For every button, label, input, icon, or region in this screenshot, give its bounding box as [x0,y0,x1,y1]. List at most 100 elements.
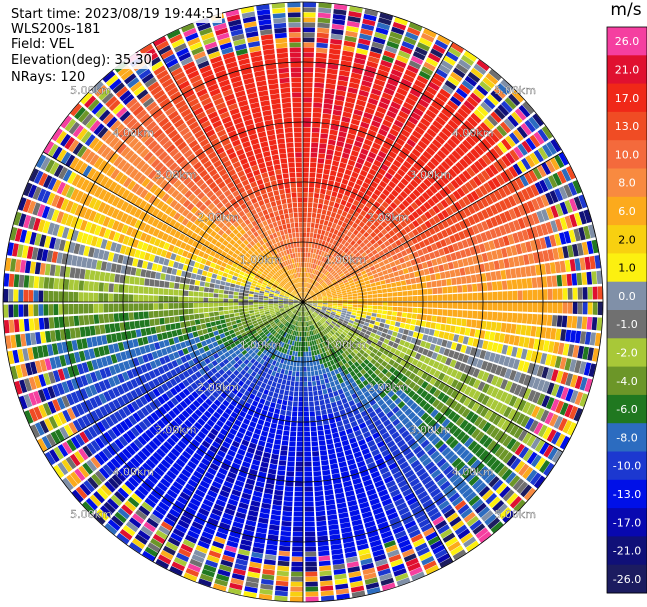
radar-gate [470,190,480,201]
radar-gate [281,520,292,527]
radar-gate [337,231,343,237]
radar-gate [536,365,545,378]
radar-gate [304,496,314,502]
radar-gate [394,17,408,26]
radar-gate [325,259,330,265]
radar-gate [382,293,388,298]
radar-gate [432,224,441,233]
radar-gate [564,200,573,214]
radar-gate [579,377,588,391]
radar-gate [483,241,491,252]
radar-gate [311,350,315,356]
radar-gate [363,333,370,339]
radar-gate [488,352,496,363]
radar-gate [509,382,518,394]
radar-gate [428,227,436,236]
radar-gate [416,172,426,181]
radar-gate [323,276,328,281]
radar-gate [411,313,417,319]
radar-gate [431,352,438,360]
radar-gate [325,83,336,90]
radar-gate [364,213,372,220]
radar-gate [357,292,363,296]
radar-gate [532,167,543,180]
radar-gate [432,287,438,295]
radar-gate [337,136,346,143]
radar-gate [404,225,412,234]
radar-gate [423,132,434,142]
radar-gate [379,243,387,250]
radar-gate [415,103,427,113]
radar-gate [371,164,380,172]
radar-gate [323,263,327,269]
radar-gate [581,272,588,285]
radar-gate [382,141,392,150]
radar-gate [298,401,303,407]
radar-gate [324,313,330,317]
radar-gate [472,175,482,187]
radar-gate [342,50,354,58]
radar-gate [363,277,370,282]
radar-gate [360,28,374,36]
radar-gate [351,67,363,75]
radar-gate [303,172,309,178]
radar-gate [462,354,470,364]
radar-gate [572,345,580,358]
radar-gate [383,159,392,168]
radar-gate [565,388,574,402]
radar-gate [405,156,415,166]
radar-gate [318,239,323,245]
radar-gate [313,287,317,292]
radar-gate [542,289,548,300]
radar-gate [428,208,437,217]
radar-gate [397,50,411,59]
radar-gate [479,80,492,93]
radar-gate [326,226,331,232]
radar-gate [333,4,348,11]
radar-gate [307,257,310,263]
radar-gate [375,74,387,82]
radar-gate [406,170,416,179]
radar-gate [309,172,316,178]
radar-gate [359,320,365,325]
radar-gate [411,84,424,94]
radar-gate [496,124,508,137]
radar-gate [336,291,342,295]
radar-gate [346,20,360,28]
radar-gate [324,277,329,282]
radar-gate [380,220,388,228]
radar-gate [323,269,328,275]
radar-gate [342,295,348,298]
radar-gate [309,356,313,362]
radar-gate [280,450,288,456]
radar-gate [484,194,494,206]
radar-gate [493,260,500,270]
radar-gate [507,302,513,312]
radar-gate [520,266,527,278]
radar-gate [319,287,324,291]
radar-gate [468,377,477,387]
radar-gate [316,525,327,532]
radar-gate [382,302,388,306]
radar-gate [305,531,316,537]
radar-gate [417,289,423,295]
radar-gate [394,337,401,344]
radar-gate [350,150,359,157]
radar-gate [377,224,384,232]
radar-gate [312,298,318,301]
radar-gate [389,31,403,40]
radar-gate [379,336,385,342]
radar-gate [283,496,293,502]
radar-gate [431,195,440,204]
radar-gate [477,141,488,153]
radar-gate [341,259,347,265]
radar-gate [335,197,342,204]
radar-gate [307,288,310,294]
radar-gate [303,177,309,183]
radar-gate [313,365,318,371]
radar-gate [276,367,282,373]
radar-gate [422,302,428,308]
radar-gate [335,176,342,183]
radar-gate [471,319,477,328]
radar-gate [449,359,457,368]
